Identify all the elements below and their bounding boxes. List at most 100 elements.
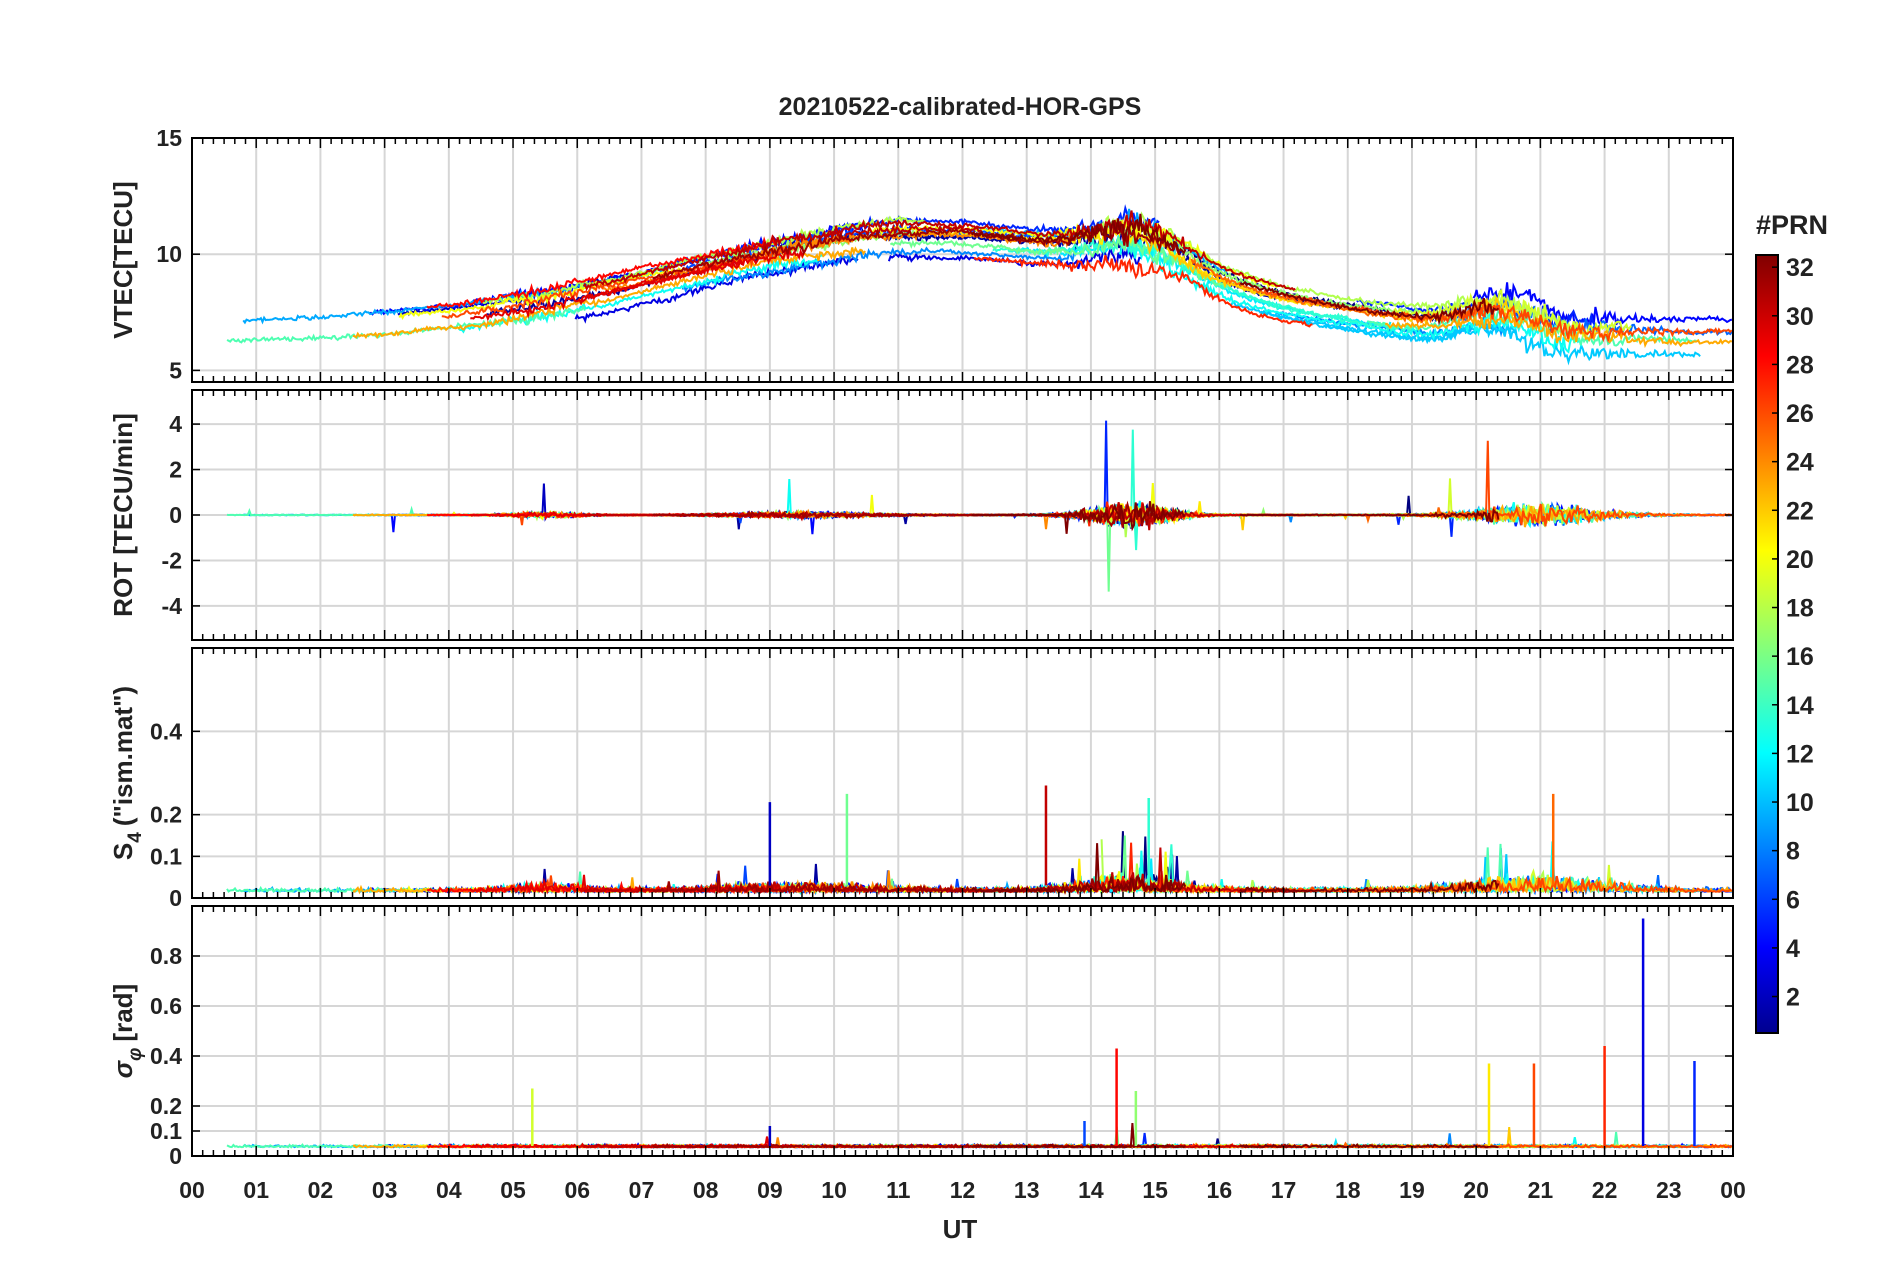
colorbar-tick-label: 24 [1786,449,1814,477]
x-tick-label: 03 [372,1177,398,1203]
series-prn-23 [352,246,866,340]
series-prn-32 [971,1123,1186,1149]
x-tick-label: 14 [1078,1177,1104,1203]
colorbar-tick-label: 16 [1786,643,1814,671]
panel-rot: 4 2 0 -2 -4 ROT [TECU/min] [108,389,1734,641]
y-axis-label-rot: ROT [TECU/min] [108,413,138,617]
series-prn-13 [1118,237,1583,354]
panel-vtec: 5 10 15 VTEC[TECU] [108,125,1734,383]
colorbar-tick-label: 26 [1786,400,1814,428]
grid-sigma_phi [192,906,1733,1156]
x-tick-label: 16 [1207,1177,1233,1203]
y-tick-label: 15 [156,125,182,151]
y-label-sub: 4 [125,832,146,843]
series-prn-32 [1239,507,1500,523]
x-tick-label: 22 [1592,1177,1618,1203]
series-prn-6 [657,204,1160,271]
colorbar-gradient [1755,254,1779,1034]
x-tick-label: 15 [1142,1177,1168,1203]
x-axis-label: UT [943,1214,978,1244]
x-tick-label: 00 [179,1177,205,1203]
y-tick-label: 0.8 [150,943,182,969]
x-tick-label: 11 [886,1177,911,1203]
y-axis-label-sigma_phi: σφ [rad] [108,984,146,1078]
ticks-rot [191,390,1734,640]
series-group-s4 [226,785,1733,896]
colorbar-tick-label: 10 [1786,789,1814,817]
y-label-main: S [108,843,138,860]
series-prn-23 [1384,312,1733,349]
series-prn-17 [1142,225,1422,315]
series-group-rot [226,420,1733,592]
series-group-sigma_phi [226,918,1733,1150]
x-tick-label: 05 [500,1177,526,1203]
x-tick-label: 12 [950,1177,976,1203]
series-prn-5 [1472,282,1733,330]
panel-s4: 0.4 0.2 0.1 0 S4 ("ism.mat") [108,647,1734,911]
x-tick-label: 06 [564,1177,590,1203]
colorbar-tick-label: 14 [1786,692,1814,720]
series-prn-32 [971,843,1187,894]
x-axis: 00 01 02 03 04 05 06 07 08 09 10 11 12 13 14 15 16 17 18 19… [179,1177,1746,1203]
y-axis-label-s4: S4 ("ism.mat") [108,686,146,860]
y-tick-label: -4 [162,593,183,619]
x-tick-label: 13 [1014,1177,1040,1203]
x-tick-label: 07 [629,1177,655,1203]
y-tick-label: 0.2 [150,802,182,828]
series-prn-26 [441,246,785,319]
series-prn-14 [993,429,1352,551]
series-prn-31 [652,1142,1023,1149]
x-tick-label: 08 [693,1177,719,1203]
y-tick-label: 0 [169,1143,182,1169]
series-prn-27 [973,254,1313,328]
y-tick-label: 2 [169,457,182,483]
colorbar-tick-label: 30 [1786,303,1814,331]
colorbar-tick-label: 4 [1786,935,1800,963]
series-prn-32 [971,213,1187,255]
colorbar-tick-label: 18 [1786,595,1814,623]
chart-title: 20210522-calibrated-HOR-GPS [779,93,1142,121]
colorbar-tick-label: 8 [1786,838,1800,866]
y-tick-label: 5 [169,357,182,383]
panel-sigma_phi: 0.8 0.6 0.4 0.20.10 σφ [rad] [108,905,1734,1169]
colorbar-tick-label: 28 [1786,351,1814,379]
series-prn-30 [582,223,983,292]
colorbar-tick-label: 6 [1786,886,1800,914]
colorbar-tick-label: 22 [1786,497,1814,525]
series-prn-32 [971,501,1186,534]
colorbar-tick-label: 20 [1786,546,1814,574]
x-tick-label: 20 [1463,1177,1489,1203]
y-tick-label: 0.1 [150,1118,182,1144]
y-tick-label: 4 [169,411,182,437]
x-tick-label: 01 [243,1177,269,1203]
y-tick-label: 0 [169,502,182,528]
y-label-sub: φ [125,1048,146,1061]
y-label-rest: ("ism.mat") [108,686,138,826]
series-prn-31 [652,510,1022,520]
series-prn-31 [652,227,1023,280]
grid-vtec [192,138,1733,382]
series-prn-29 [470,254,750,322]
series-prn-32 [1239,280,1500,326]
y-tick-label: -2 [162,547,182,573]
x-tick-label: 18 [1335,1177,1361,1203]
y-label-main: σ [108,1059,138,1078]
ticks-vtec [191,137,1734,382]
y-label-rest: [rad] [108,984,138,1042]
colorbar-tick-label: 2 [1786,984,1800,1012]
x-tick-label: 04 [436,1177,462,1203]
colorbar-tick-label: 32 [1786,254,1814,282]
ticks-s4 [191,648,1734,899]
colorbar-label: #PRN [1756,210,1828,240]
series-prn-9 [681,246,1076,293]
y-tick-label: 0.4 [150,1043,182,1069]
grid-s4 [192,648,1733,898]
series-prn-11 [1230,300,1701,366]
x-tick-label: 10 [821,1177,847,1203]
x-tick-label: 09 [757,1177,783,1203]
y-tick-label: 0 [169,885,182,911]
colorbar-tick-label: 12 [1786,740,1814,768]
